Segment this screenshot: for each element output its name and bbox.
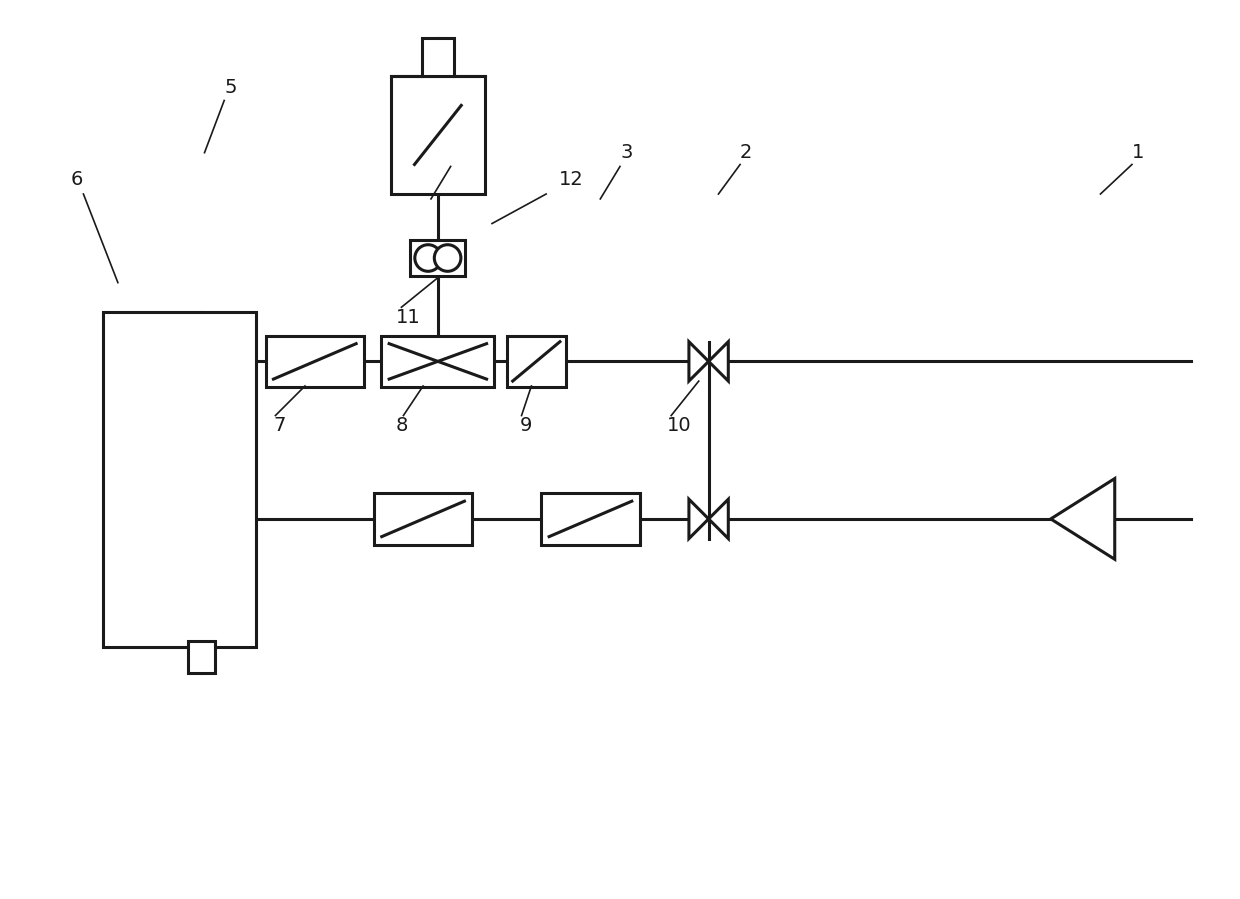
Polygon shape — [708, 499, 728, 539]
Text: 3: 3 — [620, 143, 632, 162]
Text: 8: 8 — [396, 416, 408, 435]
Text: 9: 9 — [520, 416, 532, 435]
Text: 11: 11 — [396, 307, 420, 326]
Bar — [422, 39, 454, 76]
Text: 7: 7 — [274, 416, 285, 435]
Polygon shape — [1050, 478, 1115, 559]
Bar — [374, 494, 472, 545]
Bar — [541, 494, 640, 545]
Circle shape — [434, 245, 461, 271]
Polygon shape — [689, 342, 708, 381]
Bar — [507, 336, 565, 387]
Bar — [391, 76, 485, 194]
Bar — [187, 641, 216, 672]
Text: 12: 12 — [559, 170, 584, 189]
Bar — [410, 240, 465, 276]
Bar — [381, 336, 495, 387]
Circle shape — [415, 245, 441, 271]
Text: 5: 5 — [224, 78, 237, 97]
Text: 1: 1 — [1132, 143, 1145, 162]
Text: 4: 4 — [450, 143, 463, 162]
Text: 10: 10 — [667, 416, 692, 435]
Text: 2: 2 — [740, 143, 753, 162]
Polygon shape — [689, 499, 708, 539]
Text: 6: 6 — [71, 170, 83, 189]
Bar — [103, 312, 255, 647]
Bar — [265, 336, 365, 387]
Polygon shape — [708, 342, 728, 381]
